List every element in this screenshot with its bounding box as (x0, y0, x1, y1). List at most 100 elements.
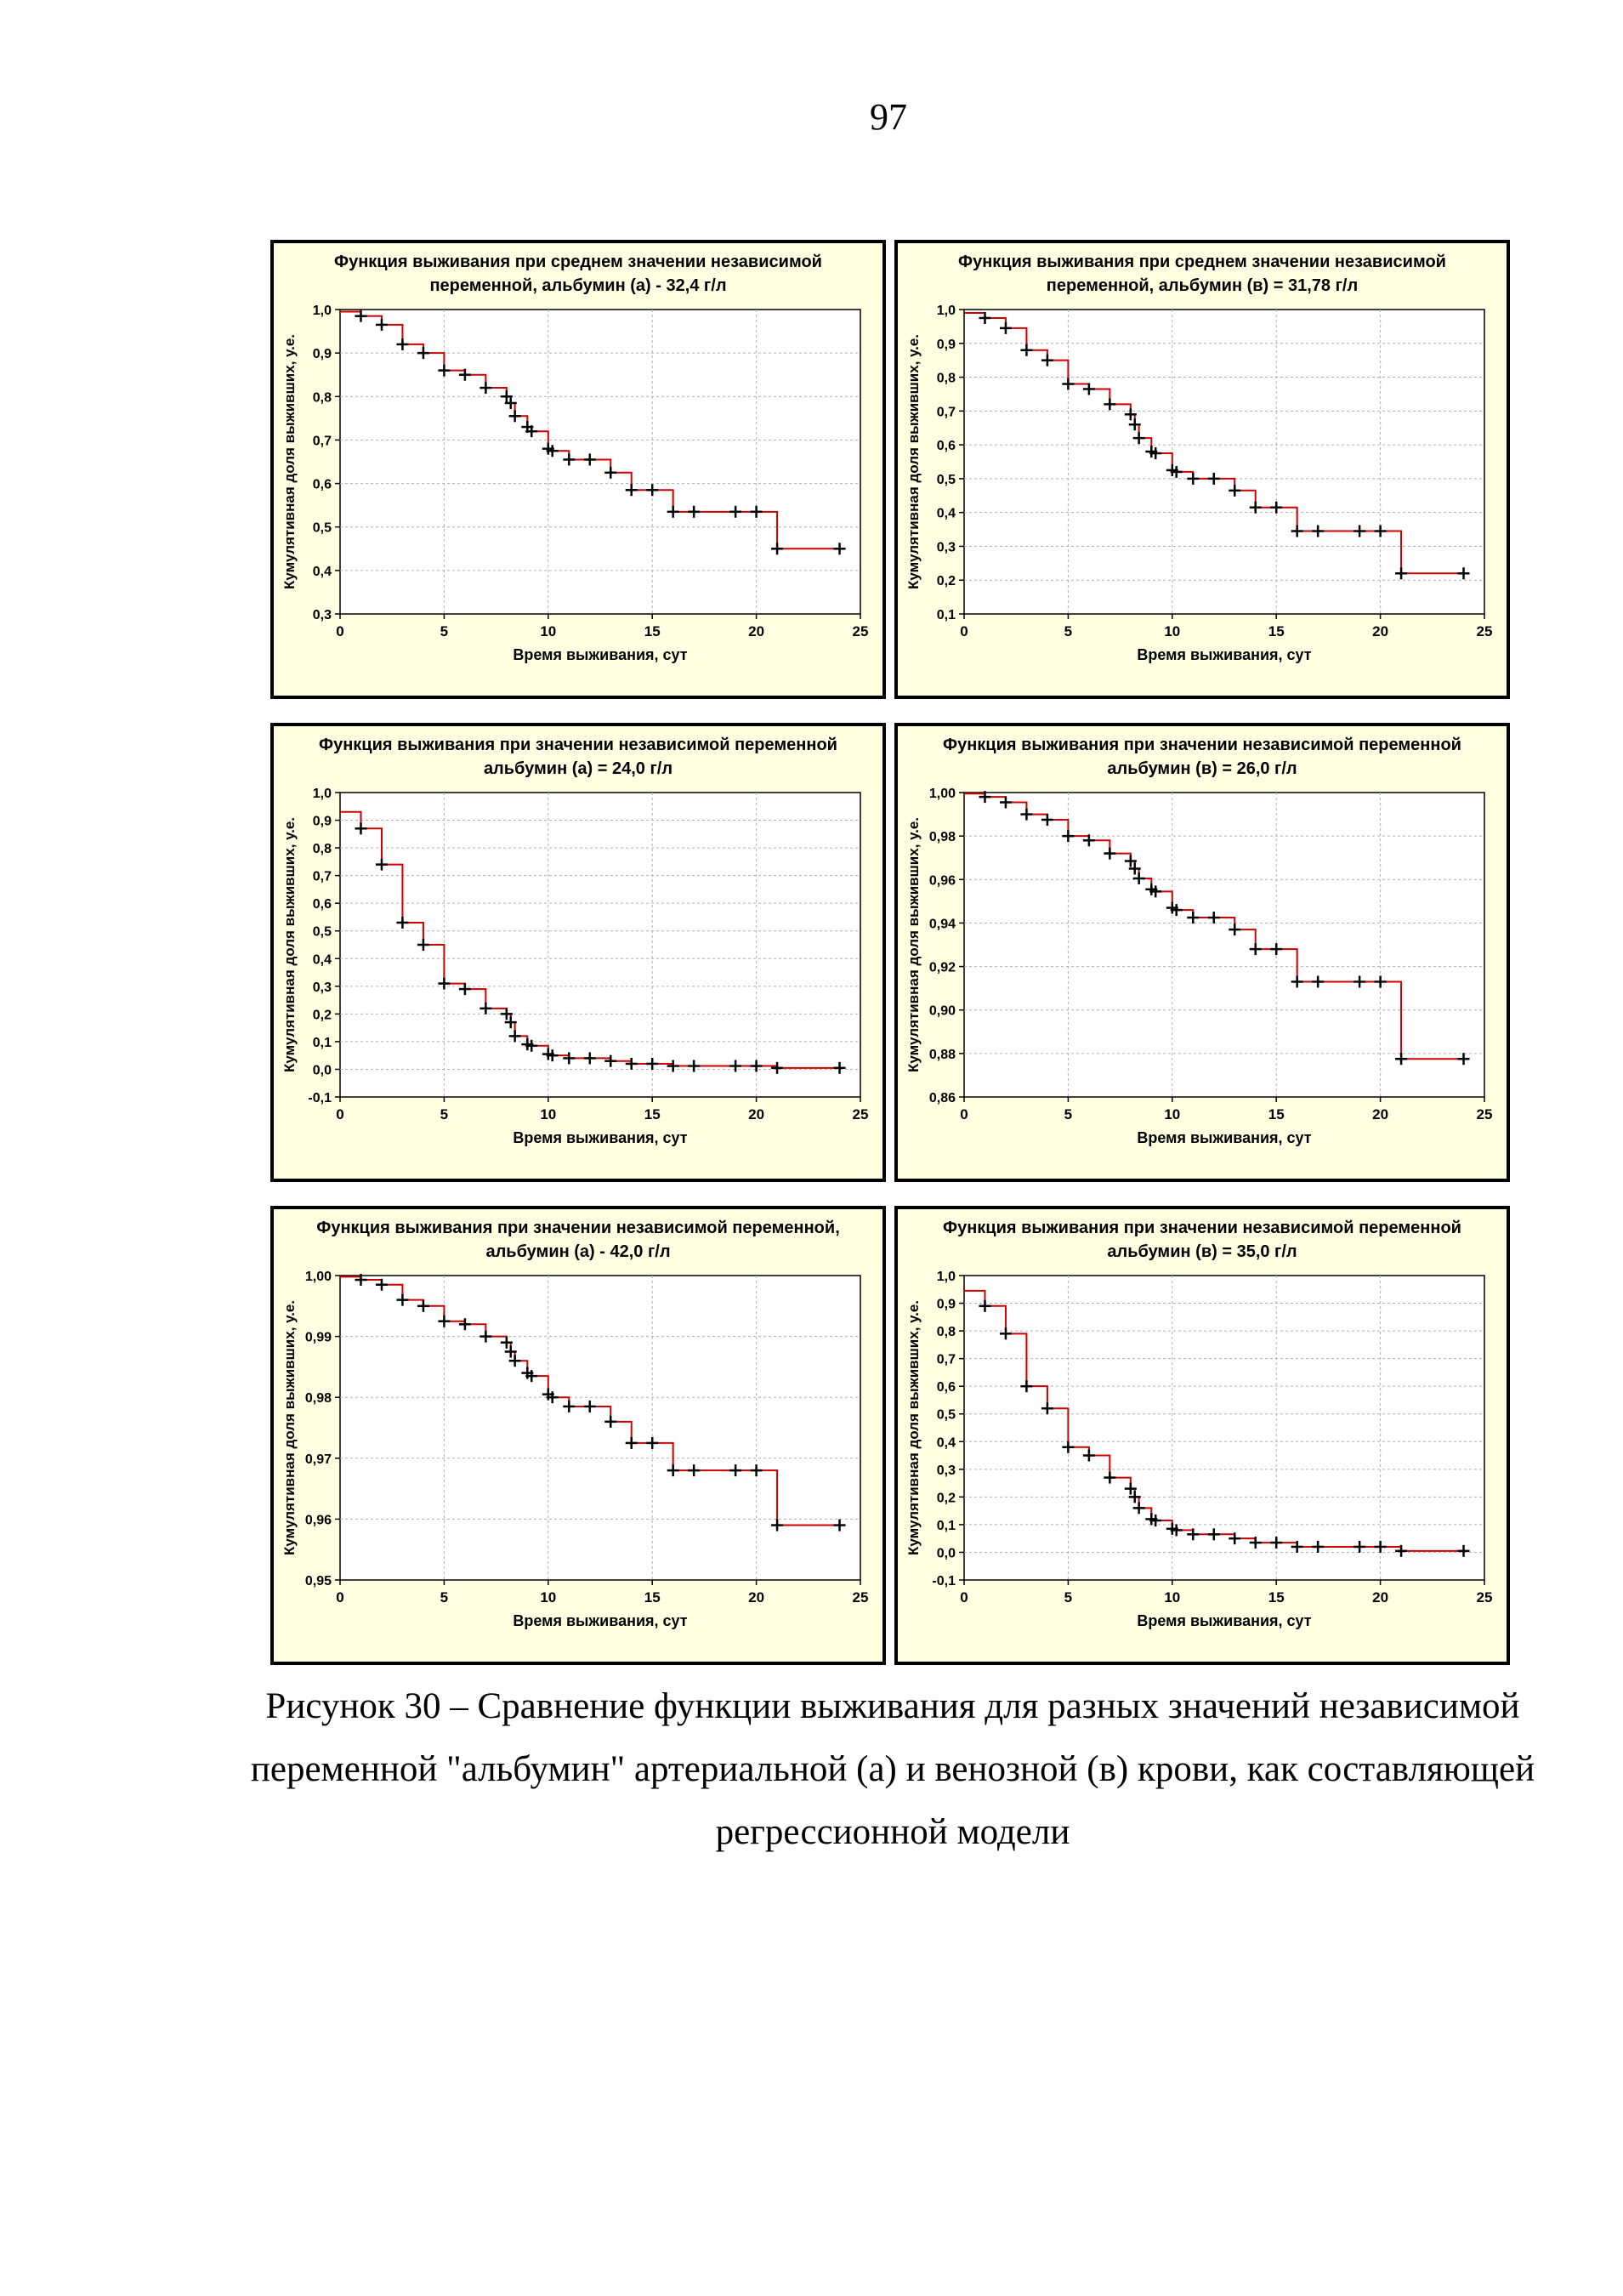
data-point-marker (771, 1519, 784, 1532)
chart-title-line: переменной, альбумин (в) = 31,78 г/л (1047, 276, 1358, 295)
data-point-marker (563, 1400, 576, 1412)
chart-title-line: альбумин (в) = 26,0 г/л (1107, 759, 1297, 778)
data-point-marker (1170, 1524, 1183, 1537)
data-point-marker (625, 1057, 638, 1070)
data-point-marker (1395, 567, 1408, 580)
y-tick-label: 0,9 (313, 815, 332, 829)
y-tick-label: 0,96 (305, 1513, 332, 1527)
data-point-marker (750, 505, 763, 518)
y-tick-label: 0,8 (313, 842, 332, 856)
data-point-marker (480, 1002, 492, 1014)
data-point-marker (1249, 1537, 1262, 1549)
chart-title-line: Функция выживания при значении независим… (943, 1219, 1461, 1237)
x-tick-label: 5 (1064, 1106, 1072, 1122)
data-point-marker (1149, 885, 1162, 898)
data-point-marker (1457, 567, 1470, 580)
data-point-marker (355, 1274, 367, 1287)
y-tick-label: 1,00 (929, 787, 956, 801)
data-point-marker (1207, 472, 1220, 485)
data-point-marker (1104, 847, 1116, 860)
data-point-marker (355, 310, 367, 322)
x-tick-label: 25 (1477, 1589, 1493, 1605)
y-tick-label: 0,0 (313, 1063, 332, 1077)
x-tick-label: 20 (748, 1589, 764, 1605)
x-tick-label: 20 (1372, 623, 1388, 639)
y-tick-label: 0,2 (313, 1008, 332, 1022)
data-point-marker (750, 1060, 763, 1072)
y-tick-label: 0,95 (305, 1574, 332, 1588)
data-point-marker (500, 1008, 513, 1020)
chart-svg-1: Функция выживания при среднем значении н… (281, 253, 868, 663)
x-tick-label: 15 (644, 1106, 661, 1122)
data-point-marker (480, 382, 492, 395)
data-point-marker (833, 1519, 846, 1532)
y-tick-label: 0,1 (937, 608, 956, 622)
data-point-marker (1312, 1540, 1325, 1553)
plot-area (963, 1275, 1485, 1581)
y-tick-label: 1,0 (937, 1270, 956, 1284)
y-tick-label: 0,2 (937, 574, 956, 588)
plot-area (339, 1275, 861, 1581)
y-tick-label: 0,7 (313, 434, 332, 448)
x-tick-label: 5 (1064, 1589, 1072, 1605)
data-point-marker (1041, 813, 1053, 826)
data-point-marker (833, 543, 846, 555)
chart-svg-5: Функция выживания при значении независим… (281, 1219, 868, 1629)
y-tick-label: 0,7 (937, 1353, 956, 1367)
y-tick-label: 0,4 (313, 565, 332, 579)
chart-title-line: альбумин (а) = 24,0 г/л (484, 759, 672, 778)
data-point-marker (1353, 525, 1366, 537)
data-point-marker (979, 1299, 991, 1312)
x-tick-label: 10 (540, 1106, 556, 1122)
data-point-marker (417, 347, 429, 360)
data-point-marker (1062, 830, 1075, 843)
x-tick-label: 20 (1372, 1589, 1388, 1605)
y-tick-label: 0,6 (937, 1380, 956, 1395)
data-point-marker (667, 1464, 679, 1477)
x-axis-label: Время выживания, сут (1137, 1612, 1311, 1629)
y-tick-label: 0,3 (313, 980, 332, 995)
data-point-marker (525, 1039, 538, 1052)
chart-title-line: альбумин (а) - 42,0 г/л (485, 1242, 670, 1261)
data-point-marker (1128, 418, 1141, 431)
x-tick-label: 15 (1268, 1589, 1285, 1605)
x-tick-label: 0 (336, 1106, 343, 1122)
y-tick-label: 0,7 (937, 405, 956, 419)
y-tick-label: 0,8 (937, 372, 956, 386)
y-tick-label: 0,98 (929, 830, 956, 844)
data-point-marker (1020, 808, 1033, 821)
data-point-marker (458, 983, 471, 996)
data-point-marker (1104, 398, 1116, 411)
data-point-marker (771, 543, 784, 555)
y-tick-label: 0,5 (313, 925, 332, 940)
data-point-marker (1270, 1537, 1283, 1549)
y-tick-label: 0,4 (937, 1435, 956, 1450)
chart-svg-4: Функция выживания при значении независим… (905, 736, 1492, 1146)
y-tick-label: 0,7 (313, 870, 332, 884)
data-point-marker (508, 1030, 521, 1043)
data-point-marker (1020, 344, 1033, 356)
data-point-marker (563, 1052, 576, 1065)
data-point-marker (688, 1464, 701, 1477)
data-point-marker (1170, 465, 1183, 478)
data-point-marker (396, 338, 409, 350)
x-tick-label: 5 (440, 623, 448, 639)
data-point-marker (500, 1336, 513, 1349)
data-point-marker (480, 1330, 492, 1343)
data-point-marker (1020, 1380, 1033, 1393)
y-tick-label: 0,1 (937, 1519, 956, 1533)
x-tick-label: 10 (1164, 1106, 1180, 1122)
data-point-marker (546, 445, 559, 457)
data-point-marker (1124, 855, 1137, 867)
data-point-marker (500, 390, 513, 403)
y-axis-label: Кумулятивная доля выживших, у.е. (905, 334, 922, 589)
data-point-marker (688, 1060, 701, 1072)
x-tick-label: 25 (853, 1106, 869, 1122)
data-point-marker (1312, 975, 1325, 988)
data-point-marker (1170, 904, 1183, 917)
x-tick-label: 5 (1064, 623, 1072, 639)
data-point-marker (625, 484, 638, 497)
data-point-marker (438, 364, 451, 377)
x-tick-label: 0 (336, 623, 343, 639)
x-axis-label: Время выживания, сут (513, 1129, 687, 1146)
